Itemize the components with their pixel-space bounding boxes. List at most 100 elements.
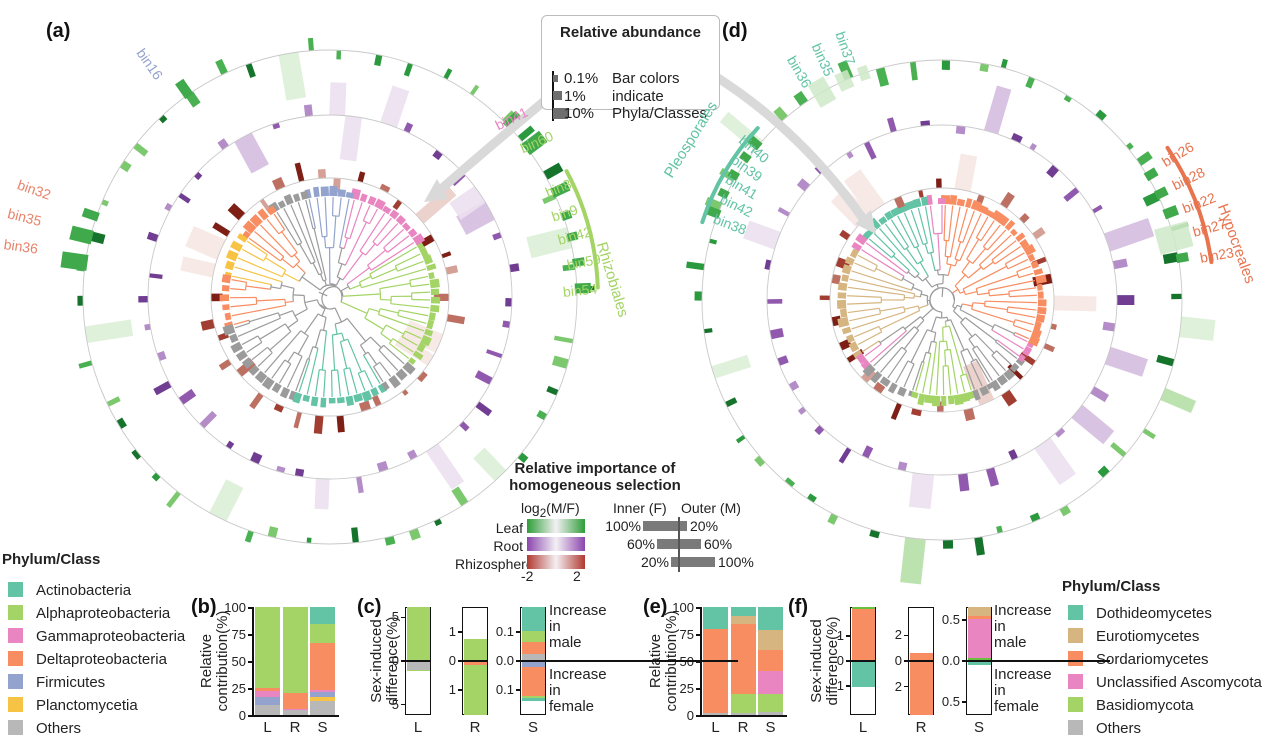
tree-arc — [321, 286, 337, 310]
ring-2-bar — [1050, 323, 1057, 331]
stack-segment-others — [310, 700, 335, 715]
legend-label: Planctomycetia — [36, 697, 138, 714]
tree-branch — [921, 308, 934, 319]
ring-0-bar — [941, 59, 951, 70]
tick-mark-c — [516, 689, 520, 691]
diff-segment-male-basidiomycota — [851, 607, 875, 609]
tree-branch — [357, 372, 366, 391]
tip-square — [292, 193, 301, 203]
ring-1-bar — [983, 85, 1012, 135]
tree-arc — [378, 344, 385, 351]
tree-branch — [257, 352, 273, 367]
tree-branch — [857, 331, 882, 346]
tree-arc — [343, 367, 350, 370]
ring-0-bar — [1025, 76, 1036, 89]
ring-0-bar — [1097, 465, 1110, 478]
ring-0-bar — [469, 84, 480, 96]
tree-branch — [410, 283, 430, 288]
tip-square — [426, 263, 437, 272]
stack-segment-dothideomycetes — [703, 607, 728, 629]
ring-0-bar — [1095, 109, 1107, 122]
tip-square — [841, 274, 850, 282]
tree-branch — [251, 346, 268, 361]
tree-branch — [343, 369, 350, 396]
ring-1-bar — [1008, 449, 1019, 461]
tree-arc — [878, 326, 883, 333]
tick-mark-e — [696, 715, 700, 717]
tip-square — [1028, 335, 1041, 347]
direction-divider-c — [546, 660, 738, 662]
tree-branch — [367, 351, 378, 365]
tree-branch — [266, 218, 280, 235]
tree-branch — [331, 334, 336, 371]
tree-arc — [244, 282, 248, 290]
tip-square — [224, 260, 235, 271]
tree-branch — [968, 338, 976, 348]
abundance-size-bar — [553, 107, 568, 119]
ring-0-bar — [979, 63, 990, 73]
tree-branch — [323, 370, 326, 397]
legend-label: Basidiomycota — [1096, 697, 1194, 714]
tip-square — [224, 312, 232, 321]
tick-label-c: 0 — [448, 653, 456, 668]
stack-segment-firmicutes — [310, 692, 335, 697]
x-axis-b — [252, 715, 339, 717]
tree-branch — [287, 351, 295, 363]
ring-0-bar — [735, 434, 746, 444]
tree-branch — [249, 312, 279, 323]
bin-highlight-bar — [727, 168, 741, 181]
tip-square — [1009, 362, 1020, 373]
tip-square — [862, 363, 876, 377]
tree-branch — [904, 296, 915, 299]
ring-0-bar — [1059, 504, 1072, 517]
legend-phylum-bacteria: Phylum/Class Actinobacteria Alphaproteoba… — [2, 551, 185, 737]
tree-arc — [292, 260, 301, 269]
tree-branch — [975, 358, 991, 383]
tick-label-b: 25 — [231, 681, 246, 696]
ring-0-bar — [694, 291, 703, 301]
ring-0-bar — [307, 37, 314, 51]
tree-branch — [849, 278, 915, 295]
tip-square — [1015, 232, 1026, 242]
tip-square — [401, 222, 411, 232]
tip-square — [979, 385, 990, 396]
legend-swatch — [8, 720, 23, 735]
size-bar-left — [671, 557, 678, 567]
legend-fungi-title: Phylum/Class — [1062, 578, 1161, 595]
category-label-f-L: L — [858, 719, 868, 736]
tree-branch — [1013, 324, 1032, 333]
ring-0-bar — [703, 328, 713, 334]
stack-segment-alphaproteobacteria — [282, 607, 308, 694]
tree-branch — [930, 252, 936, 271]
inner-f-header: Inner (F) — [613, 500, 667, 516]
tick-mark-e — [696, 688, 700, 690]
tree-branch — [912, 286, 923, 292]
ring-0-bar — [133, 142, 149, 157]
zero-line-c-R — [462, 660, 488, 662]
ring-1-bar — [403, 122, 414, 134]
tree-branch — [308, 199, 316, 229]
tip-square — [884, 210, 894, 221]
tree-branch — [234, 322, 250, 329]
tick-label-c: 1 — [448, 623, 456, 639]
tip-square — [374, 198, 386, 211]
tip-square — [310, 396, 319, 407]
ring-0-bar — [536, 410, 548, 421]
tree-branch — [385, 324, 404, 335]
legend-swatch — [1068, 674, 1083, 689]
tip-square — [381, 381, 390, 391]
ring-1-bar — [1054, 427, 1066, 438]
legend-label: Gammaproteobacteria — [36, 628, 186, 645]
tree-branch — [398, 309, 429, 317]
tree-branch — [948, 205, 954, 241]
stack-segment-others — [255, 705, 280, 715]
diff-segment-male-alphaproteobacteria — [406, 607, 430, 661]
category-label-e-S: S — [765, 719, 776, 736]
ring-0-bar — [875, 66, 890, 87]
ring-0-bar — [443, 68, 453, 80]
ring-1-bar — [459, 421, 470, 432]
ring-0-bar — [403, 62, 414, 77]
tree-branch — [376, 223, 399, 247]
tree-branch — [373, 366, 384, 383]
diff-segment-female-dothideomycetes — [851, 661, 875, 688]
